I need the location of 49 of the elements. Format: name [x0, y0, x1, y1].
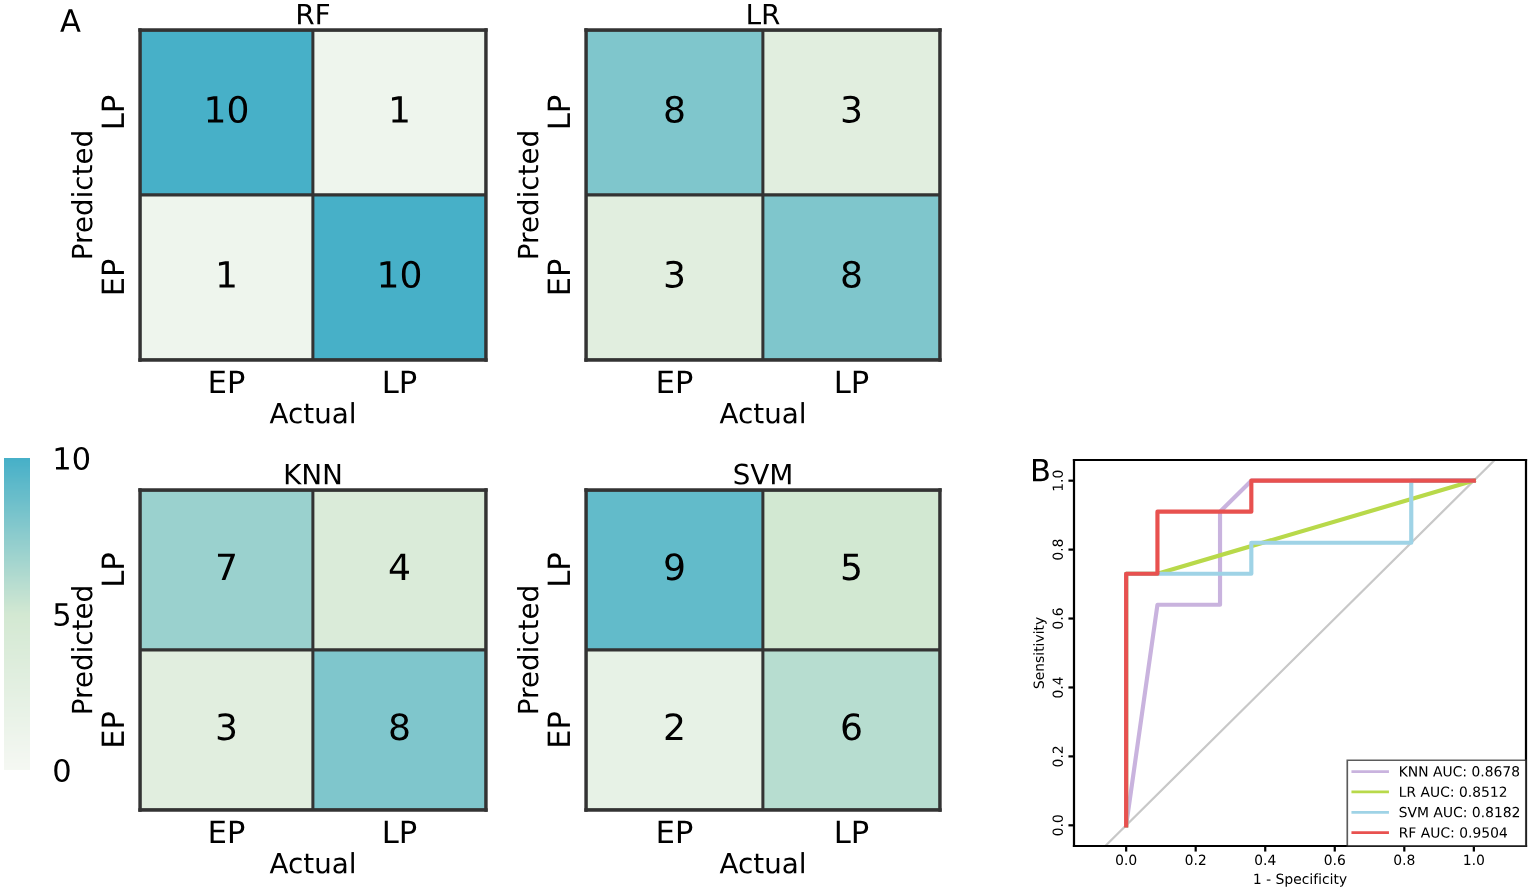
y-tick-label: EP: [547, 712, 570, 746]
y-tick-label: EP: [547, 259, 570, 294]
data-label: 3: [217, 713, 236, 741]
y-tick-label: LP: [547, 553, 570, 585]
chart-title: RF: [298, 3, 330, 25]
y-tick-label: EP: [101, 712, 124, 746]
data-label: 2: [665, 713, 683, 740]
x-axis-title: Actual: [269, 402, 354, 424]
data-label: 9: [665, 553, 684, 581]
x-tick-label: EP: [658, 370, 693, 393]
x-axis-title: Actual: [719, 852, 804, 874]
x-tick-label: LP: [836, 820, 869, 843]
x-tick-label: LP: [384, 370, 417, 393]
x-tick-label: EP: [658, 820, 693, 843]
data-label: 6: [842, 713, 861, 741]
data-label: 10: [207, 95, 248, 123]
y-axis-title: Predicted: [71, 132, 93, 258]
data-label: 8: [842, 260, 861, 288]
data-label: 1: [218, 261, 235, 288]
color-bar-label: 5: [54, 603, 69, 627]
y-axis-title: Predicted: [71, 587, 93, 713]
x-tick-label: EP: [210, 370, 245, 393]
x-tick-label: EP: [210, 820, 245, 843]
data-label: 8: [390, 713, 409, 741]
y-tick-label: LP: [101, 95, 124, 128]
data-label: 10: [380, 260, 421, 288]
data-label: 3: [842, 95, 861, 123]
y-tick-label: LP: [101, 553, 124, 585]
data-label: 4: [389, 553, 409, 580]
x-tick-label: LP: [384, 820, 417, 843]
text: A: [60, 9, 81, 32]
color-bar-label: 10: [55, 446, 90, 471]
x-tick-label: LP: [836, 370, 869, 393]
x-axis-title: Actual: [719, 402, 804, 424]
chart-title: SVM: [734, 463, 791, 485]
data-label: 1: [391, 96, 408, 123]
y-tick-label: EP: [101, 259, 124, 294]
y-tick-label: LP: [547, 95, 570, 128]
text: B: [1033, 458, 1049, 482]
data-label: 8: [665, 95, 684, 123]
data-label: 7: [217, 553, 235, 580]
x-axis-title: Actual: [269, 852, 354, 874]
data-label: 5: [842, 553, 860, 581]
chart-title: KNN: [285, 463, 341, 485]
color-bar-label: 0: [54, 758, 70, 783]
y-axis-title: Predicted: [517, 132, 539, 258]
chart-title: LR: [748, 3, 780, 25]
y-axis-title: Predicted: [517, 587, 539, 713]
data-label: 3: [665, 260, 684, 288]
